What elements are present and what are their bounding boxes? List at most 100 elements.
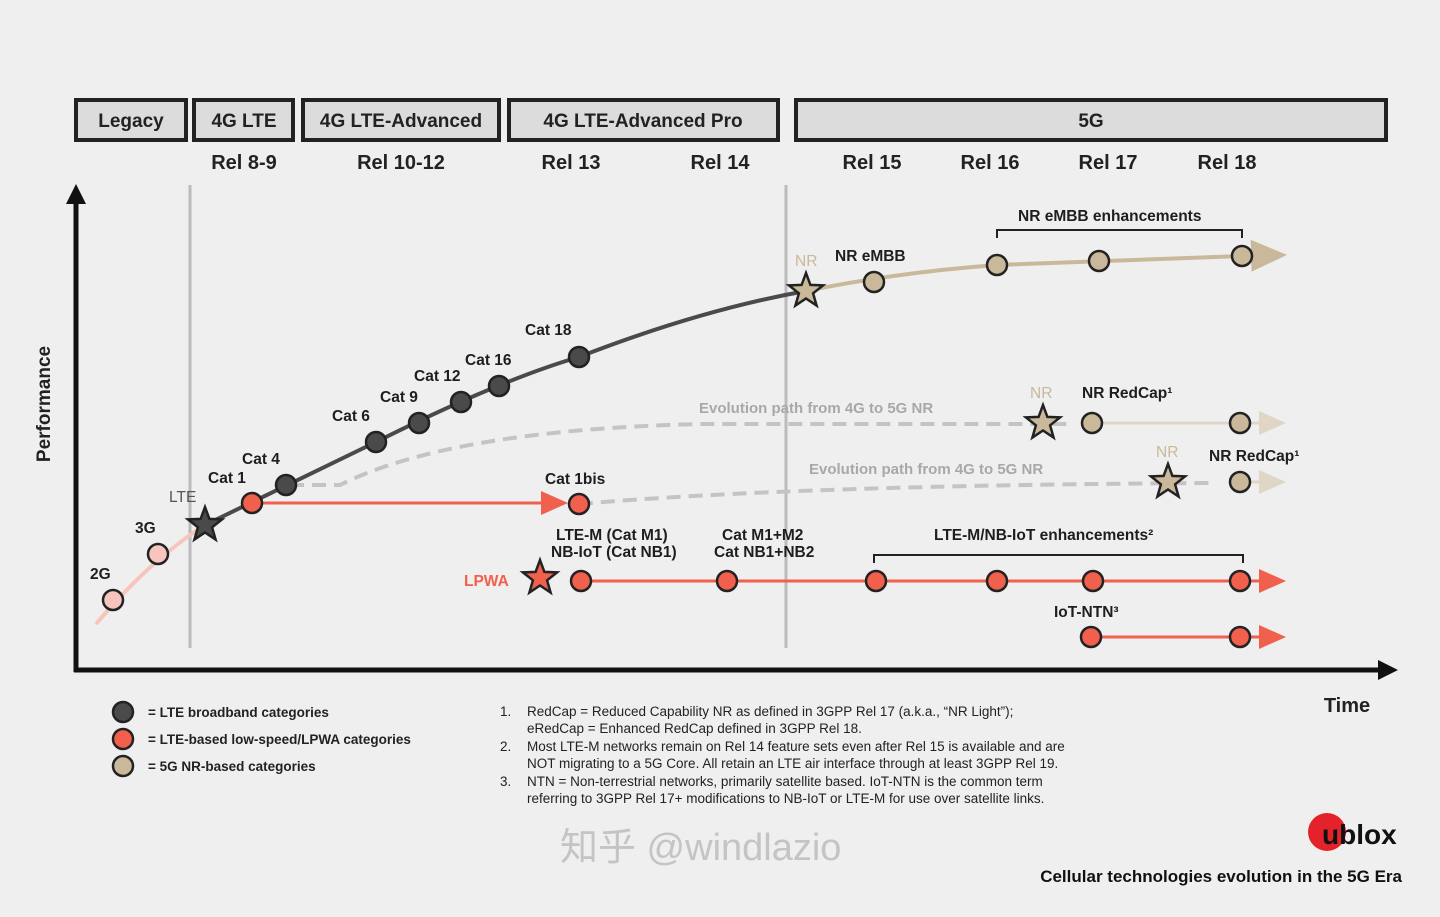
lpwa-node <box>985 569 1009 593</box>
lpwa-node <box>1228 625 1252 649</box>
legend-label: = 5G NR-based categories <box>148 759 316 774</box>
label-nr-embb-enh: NR eMBB enhancements <box>1018 208 1201 225</box>
legend-nr-dot <box>111 754 135 778</box>
gen-label: 5G <box>1078 111 1103 132</box>
gen-label: 4G LTE-Advanced <box>320 111 482 132</box>
lpwa-node <box>240 491 264 515</box>
lte-node <box>364 430 388 454</box>
release-label: Rel 15 <box>843 152 902 174</box>
lte-node <box>487 374 511 398</box>
label-nr: NR <box>1030 385 1052 402</box>
lte-node <box>449 390 473 414</box>
label-ltem-enh: LTE-M/NB-IoT enhancements² <box>934 527 1153 544</box>
generation-header <box>74 98 1388 142</box>
label-cat12: Cat 12 <box>414 368 461 385</box>
label-nr: NR <box>795 253 817 270</box>
release-label: Rel 16 <box>961 152 1020 174</box>
label-evolution-path: Evolution path from 4G to 5G NR <box>809 461 1043 478</box>
lpwa-node <box>864 569 888 593</box>
lte-star-icon <box>184 503 226 543</box>
label-cat1: Cat 1 <box>208 470 246 487</box>
gen-box-4g-lte <box>192 98 295 142</box>
legacy-node <box>101 588 125 612</box>
footnote-num: 3. <box>500 774 511 789</box>
gen-box-lte-advanced-pro <box>507 98 780 142</box>
legend-label: = LTE broadband categories <box>148 705 329 720</box>
label-lte: LTE <box>169 489 196 506</box>
lpwa-node <box>1228 569 1252 593</box>
y-axis-label: Performance <box>34 346 55 462</box>
label-nbiot: NB-IoT (Cat NB1) <box>551 544 677 561</box>
logo-text: ublox <box>1322 819 1397 850</box>
lte-node <box>567 345 591 369</box>
label-nr-embb: NR eMBB <box>835 248 906 265</box>
label-cat9: Cat 9 <box>380 389 418 406</box>
nr-node <box>1230 244 1254 268</box>
nr-star-icon <box>785 269 827 309</box>
x-axis-label: Time <box>1324 695 1370 717</box>
legend-lte-dot <box>111 700 135 724</box>
label-ltem: LTE-M (Cat M1) <box>556 527 668 544</box>
lte-node <box>274 473 298 497</box>
label-lpwa: LPWA <box>464 573 509 590</box>
nodes <box>101 244 1254 649</box>
watermark: 知乎 @windlazio <box>560 827 841 869</box>
nr-node <box>1228 470 1252 494</box>
nr-node <box>1228 411 1252 435</box>
lpwa-node <box>1081 569 1105 593</box>
footnote-num: 2. <box>500 739 511 754</box>
gen-label: 4G LTE-Advanced Pro <box>543 111 742 132</box>
label-iot-ntn: IoT-NTN³ <box>1054 604 1119 621</box>
footnote-line: RedCap = Reduced Capability NR as define… <box>527 704 1013 719</box>
lpwa-node <box>567 492 591 516</box>
legend-label: = LTE-based low-speed/LPWA categories <box>148 732 411 747</box>
release-label: Rel 8-9 <box>211 152 277 174</box>
label-2g: 2G <box>90 566 111 583</box>
footnote-num: 1. <box>500 704 511 719</box>
label-evolution-path: Evolution path from 4G to 5G NR <box>699 400 933 417</box>
label-cat16: Cat 16 <box>465 352 512 369</box>
lpwa-node <box>1079 625 1103 649</box>
nr-embb-bracket <box>996 229 1243 238</box>
ltem-bracket <box>873 554 1244 563</box>
legend-lpwa-dot <box>111 727 135 751</box>
nr-node <box>985 253 1009 277</box>
footnote-line: NOT migrating to a 5G Core. All retain a… <box>527 756 1058 771</box>
lpwa-star-icon <box>519 556 561 596</box>
gen-label: 4G LTE <box>211 111 276 132</box>
nr-node <box>1087 249 1111 273</box>
label-nr: NR <box>1156 444 1178 461</box>
release-label: Rel 17 <box>1079 152 1138 174</box>
nr-node <box>1080 411 1104 435</box>
x-axis-arrow <box>1378 660 1398 680</box>
gen-box-lte-advanced <box>301 98 501 142</box>
caption: Cellular technologies evolution in the 5… <box>1040 867 1402 886</box>
release-label: Rel 13 <box>542 152 601 174</box>
label-redcap: NR RedCap¹ <box>1082 385 1172 402</box>
label-catnb2: Cat NB1+NB2 <box>714 544 814 561</box>
y-axis-arrow <box>66 184 86 204</box>
lpwa-node <box>715 569 739 593</box>
footnotes: 1. RedCap = Reduced Capability NR as def… <box>500 704 1065 806</box>
release-label: Rel 14 <box>691 152 751 174</box>
nr-star-icon <box>1147 460 1189 500</box>
footnote-line: referring to 3GPP Rel 17+ modifications … <box>527 791 1044 806</box>
nr-node <box>862 270 886 294</box>
footnote-line: Most LTE-M networks remain on Rel 14 fea… <box>527 739 1065 754</box>
release-label: Rel 18 <box>1198 152 1257 174</box>
gen-label: Legacy <box>98 111 164 132</box>
evolution-path-1 <box>290 422 1070 487</box>
evolution-path-2 <box>578 481 1216 506</box>
label-catm2: Cat M1+M2 <box>722 527 803 544</box>
ublox-logo: ublox <box>1308 813 1397 851</box>
lpwa-node <box>569 569 593 593</box>
legacy-node <box>146 542 170 566</box>
label-cat6: Cat 6 <box>332 408 370 425</box>
nr-star-icon <box>1022 401 1064 441</box>
label-redcap: NR RedCap¹ <box>1209 448 1299 465</box>
gen-box-legacy <box>74 98 188 142</box>
gen-box-5g <box>794 98 1388 142</box>
lte-node <box>407 411 431 435</box>
